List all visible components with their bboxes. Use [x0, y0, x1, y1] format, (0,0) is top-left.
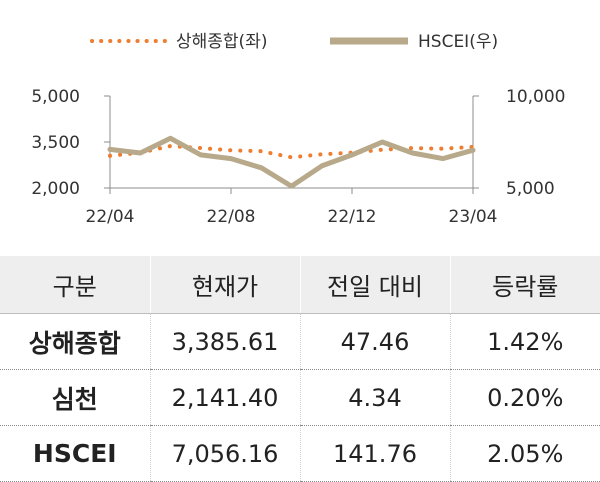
- x-tick-label: 23/04: [449, 207, 498, 227]
- left-tick-label: 5,000: [31, 87, 80, 107]
- row-name: 심천: [0, 369, 150, 426]
- left-tick-label: 3,500: [31, 133, 80, 153]
- right-tick-label: 5,000: [506, 179, 555, 199]
- row-price: 3,385.61: [149, 313, 300, 370]
- legend-label-shanghai: 상해종합(좌): [176, 32, 267, 52]
- header-category: 구분: [0, 256, 150, 314]
- row-name: HSCEI: [0, 425, 150, 482]
- x-tick-label: 22/08: [207, 207, 256, 227]
- row-change: 47.46: [299, 313, 450, 370]
- axis-ticks: 5,000 3,500 2,000 10,000 5,000 22/04 22/08 22/1…: [31, 87, 565, 227]
- series-line-shanghai: [108, 144, 475, 160]
- header-change: 전일 대비: [299, 256, 450, 314]
- left-tick-label: 2,000: [31, 179, 80, 199]
- row-change-rate: 2.05%: [449, 425, 600, 482]
- index-summary-table: 구분 현재가 전일 대비 등락률 상해종합 3,385.61 47.46 1.4…: [0, 256, 600, 482]
- row-change-rate: 0.20%: [449, 369, 600, 426]
- row-change-rate: 1.42%: [449, 313, 600, 370]
- table-header-row: 구분 현재가 전일 대비 등락률: [0, 256, 600, 314]
- index-line-chart: 상해종합(좌) HSCEI(우) 5,0003,5002,00010,0005,…: [31, 32, 565, 227]
- table-row: 심천 2,141.40 4.34 0.20%: [0, 369, 600, 426]
- header-change-rate: 등락률: [449, 256, 600, 314]
- right-tick-label: 10,000: [506, 87, 565, 107]
- table-row: HSCEI 7,056.16 141.76 2.05%: [0, 425, 600, 482]
- row-change: 141.76: [299, 425, 450, 482]
- row-name: 상해종합: [0, 313, 150, 370]
- header-price: 현재가: [149, 256, 300, 314]
- x-tick-label: 22/12: [328, 207, 377, 227]
- series-line-hscei: [107, 135, 476, 189]
- plot-area: [104, 95, 479, 194]
- row-price: 7,056.16: [149, 425, 300, 482]
- row-price: 2,141.40: [149, 369, 300, 426]
- row-change: 4.34: [299, 369, 450, 426]
- x-tick-label: 22/04: [86, 207, 135, 227]
- chart-legend: 상해종합(좌) HSCEI(우): [90, 32, 498, 52]
- table-row: 상해종합 3,385.61 47.46 1.42%: [0, 313, 600, 370]
- legend-label-hscei: HSCEI(우): [418, 32, 498, 52]
